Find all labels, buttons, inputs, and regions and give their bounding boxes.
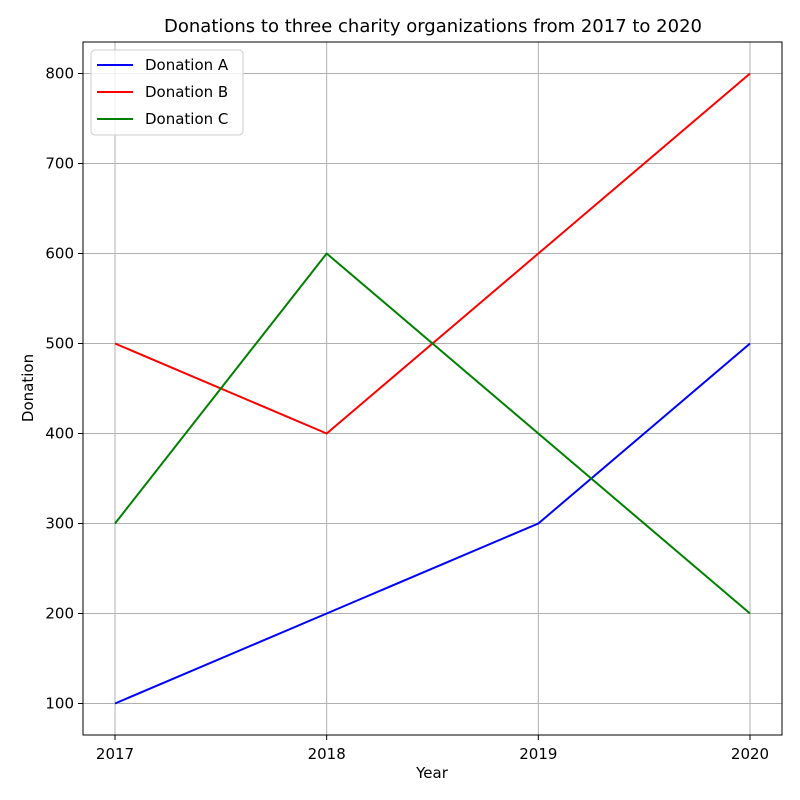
chart-title: Donations to three charity organizations…: [164, 16, 702, 37]
x-tick-label: 2017: [96, 745, 134, 763]
x-tick-label: 2019: [519, 745, 557, 763]
y-axis: 100 200 300 400 500 600 700 800: [45, 65, 83, 713]
y-tick-label: 700: [45, 155, 74, 173]
y-tick-label: 300: [45, 515, 74, 533]
series-layer: [114, 72, 751, 705]
y-axis-label: Donation: [19, 354, 37, 422]
legend-label-donation-b: Donation B: [145, 83, 228, 101]
y-tick-label: 100: [45, 695, 74, 713]
x-tick-label: 2020: [731, 745, 769, 763]
series-line-donation-a: [114, 342, 751, 705]
legend: Donation A Donation B Donation C: [90, 49, 244, 136]
legend-label-donation-a: Donation A: [145, 56, 229, 74]
x-tick-label: 2018: [308, 745, 346, 763]
legend-frame: [90, 49, 244, 136]
y-tick-label: 400: [45, 425, 74, 443]
y-tick-label: 800: [45, 65, 74, 83]
x-axis: 2017 2018 2019 2020: [96, 735, 769, 763]
y-tick-label: 600: [45, 245, 74, 263]
plot-frame: [82, 41, 783, 736]
grid: [83, 42, 782, 735]
legend-label-donation-c: Donation C: [145, 110, 228, 128]
y-tick-label: 500: [45, 335, 74, 353]
x-axis-label: Year: [415, 764, 449, 782]
series-line-donation-c: [114, 252, 751, 615]
y-tick-label: 200: [45, 605, 74, 623]
